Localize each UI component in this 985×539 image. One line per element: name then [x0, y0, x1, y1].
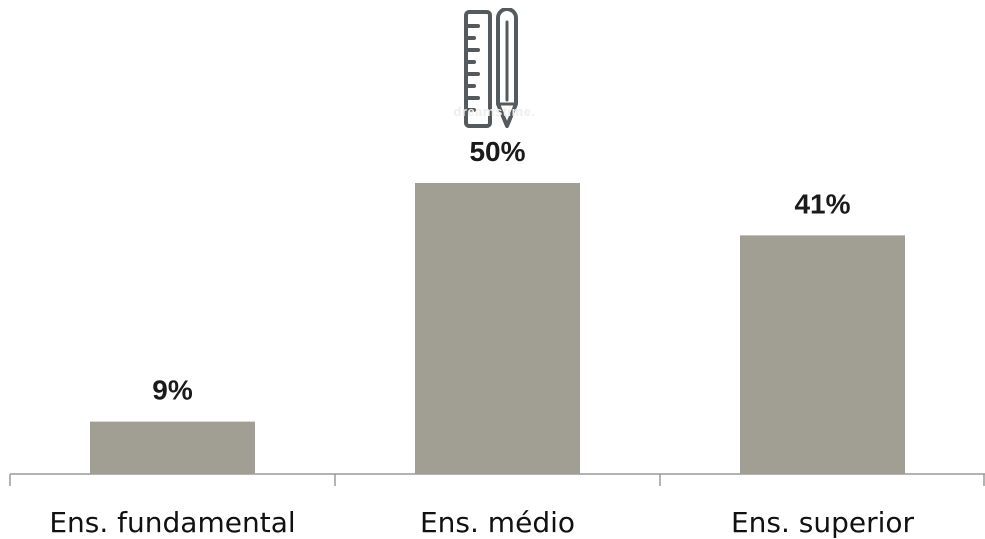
bar	[415, 183, 580, 474]
data-label: 50%	[469, 136, 525, 167]
watermark-text: dreamstime.	[453, 104, 536, 119]
bar	[740, 235, 905, 474]
data-label: 9%	[152, 375, 193, 406]
x-tick-label: Ens. médio	[420, 506, 575, 539]
data-label: 41%	[794, 188, 850, 219]
x-tick-label: Ens. superior	[731, 506, 915, 539]
x-tick-label: Ens. fundamental	[49, 506, 295, 539]
ruler-pencil-icon	[462, 8, 524, 134]
bar	[90, 421, 255, 474]
